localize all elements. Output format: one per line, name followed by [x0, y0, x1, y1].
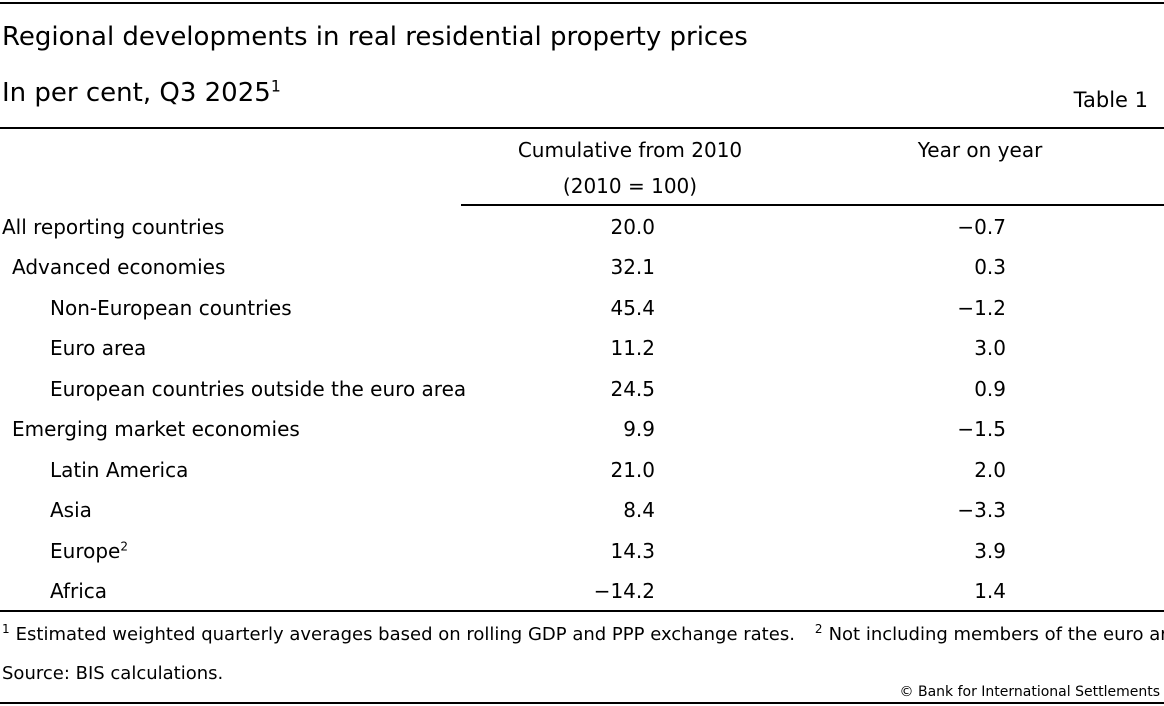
row-label-text: Non-European countries	[50, 296, 292, 320]
row-label: Non-European countries	[50, 295, 292, 321]
yoy-value: −3.3	[957, 498, 1006, 522]
cumulative-value: 11.2	[610, 336, 655, 360]
column-header-rule	[461, 204, 1164, 206]
yoy-value: 0.9	[974, 377, 1006, 401]
source-note: Source: BIS calculations.	[2, 663, 224, 684]
footnote-mark: 2	[814, 622, 823, 636]
row-label: All reporting countries	[2, 214, 224, 240]
row-footnote-mark: 2	[120, 539, 128, 554]
table-bottom-rule	[0, 610, 1164, 612]
row-label: Emerging market economies	[12, 416, 300, 442]
yoy-value: 3.0	[974, 336, 1006, 360]
top-rule	[0, 2, 1164, 4]
row-label-text: Africa	[50, 579, 108, 603]
cumulative-value: 14.3	[610, 539, 655, 563]
cumulative-value: −14.2	[593, 579, 655, 603]
cumulative-value: 9.9	[623, 417, 655, 441]
row-label-text: All reporting countries	[2, 215, 225, 239]
table-row: Africa −14.2 1.4	[0, 578, 1164, 618]
cumulative-value: 24.5	[610, 377, 655, 401]
cumulative-value: 20.0	[610, 215, 655, 239]
yoy-value: −1.2	[957, 296, 1006, 320]
row-label: Euro area	[50, 335, 146, 361]
row-label-text: Emerging market economies	[12, 417, 300, 441]
yoy-value: −0.7	[957, 215, 1006, 239]
row-label: European countries outside the euro area	[50, 376, 466, 402]
yoy-value: 2.0	[974, 458, 1006, 482]
column-header-year-on-year: Year on year	[917, 138, 1043, 162]
column-header-cumulative: Cumulative from 2010	[517, 138, 743, 162]
row-label-text: Latin America	[50, 458, 189, 482]
cumulative-value: 45.4	[610, 296, 655, 320]
table-row: Latin America 21.0 2.0	[0, 457, 1164, 497]
footnote-text: Not including members of the euro area.	[828, 624, 1164, 645]
yoy-value: 0.3	[974, 255, 1006, 279]
row-label: Latin America	[50, 457, 188, 483]
column-header-cumulative-base: (2010 = 100)	[562, 174, 698, 198]
table-row: Euro area 11.2 3.0	[0, 335, 1164, 375]
row-label-text: Euro area	[50, 336, 147, 360]
table-row: Asia 8.4 −3.3	[0, 497, 1164, 537]
row-label-text: Asia	[50, 498, 92, 522]
row-label: Asia	[50, 497, 92, 523]
cumulative-value: 8.4	[623, 498, 655, 522]
table-row: Advanced economies 32.1 0.3	[0, 254, 1164, 294]
row-label: Advanced economies	[12, 254, 225, 280]
row-label: Europe2	[50, 538, 128, 564]
row-label-text: Advanced economies	[12, 255, 226, 279]
yoy-value: 3.9	[974, 539, 1006, 563]
row-label-text: Europe	[50, 539, 121, 563]
footer-rule	[0, 702, 1164, 704]
table-row: Emerging market economies 9.9 −1.5	[0, 416, 1164, 456]
yoy-value: 1.4	[974, 579, 1006, 603]
table-subtitle: In per cent, Q3 20251	[2, 78, 281, 108]
table-row: Europe2 14.3 3.9	[0, 538, 1164, 578]
footnote-mark: 1	[2, 622, 10, 636]
subtitle-footnote-mark: 1	[270, 77, 281, 96]
cumulative-value: 32.1	[610, 255, 655, 279]
table-row: Non-European countries 45.4 −1.2	[0, 295, 1164, 335]
row-label: Africa	[50, 578, 107, 604]
table-title: Regional developments in real residentia…	[2, 22, 748, 52]
header-rule	[0, 127, 1164, 129]
table-number-label: Table 1	[1073, 88, 1148, 112]
yoy-value: −1.5	[957, 417, 1006, 441]
table-row: European countries outside the euro area…	[0, 376, 1164, 416]
cumulative-value: 21.0	[610, 458, 655, 482]
subtitle-text: In per cent, Q3 2025	[2, 78, 271, 108]
footnotes: 1 Estimated weighted quarterly averages b…	[2, 622, 1164, 645]
footnote-text: Estimated weighted quarterly averages ba…	[15, 624, 795, 645]
copyright-notice: © Bank for International Settlements	[899, 684, 1160, 700]
table-row: All reporting countries 20.0 −0.7	[0, 214, 1164, 254]
row-label-text: European countries outside the euro area	[50, 377, 467, 401]
